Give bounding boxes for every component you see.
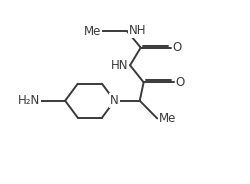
Text: O: O (173, 41, 182, 54)
Text: H₂N: H₂N (18, 94, 40, 107)
Text: O: O (176, 76, 185, 89)
Text: N: N (110, 94, 119, 107)
Text: Me: Me (159, 112, 176, 125)
Text: Me: Me (84, 25, 101, 38)
Text: NH: NH (129, 24, 146, 37)
Text: HN: HN (110, 59, 128, 72)
